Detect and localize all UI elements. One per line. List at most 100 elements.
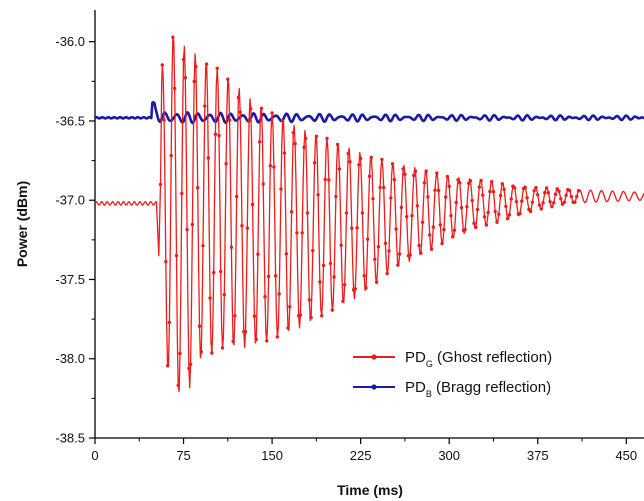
ghost-data-point — [266, 274, 271, 279]
ghost-data-point — [160, 63, 164, 67]
ghost-data-point — [394, 227, 398, 231]
ghost-data-point — [486, 210, 490, 215]
ghost-data-point — [268, 164, 272, 168]
ghost-data-point — [509, 197, 513, 201]
ghost-data-point — [289, 210, 294, 214]
ghost-data-point — [275, 335, 280, 339]
ghost-data-point — [362, 274, 366, 278]
ghost-data-point — [316, 193, 320, 197]
ghost-data-point — [518, 211, 522, 216]
legend-marker-bragg — [371, 384, 377, 390]
ghost-data-point — [190, 222, 195, 227]
ghost-data-point — [261, 182, 265, 186]
ghost-data-point — [192, 79, 196, 84]
ghost-data-point — [224, 162, 228, 166]
ghost-data-point — [238, 110, 242, 114]
ghost-data-point — [440, 241, 444, 246]
ghost-data-point — [328, 261, 333, 266]
ghost-data-point — [339, 243, 343, 247]
ghost-data-point — [293, 142, 297, 146]
ghost-data-point — [428, 233, 432, 237]
ghost-data-point — [459, 205, 464, 210]
ghost-data-point — [183, 76, 187, 80]
ghost-data-point — [169, 153, 173, 158]
ghost-data-point — [199, 350, 203, 354]
ghost-data-point — [164, 259, 168, 264]
ghost-data-point — [272, 165, 276, 169]
ghost-data-point — [334, 194, 338, 199]
ghost-data-point — [220, 346, 225, 350]
ghost-data-point — [273, 274, 278, 278]
ghost-data-point — [321, 263, 326, 268]
ghost-data-point — [397, 252, 402, 256]
ghost-data-point — [575, 194, 579, 199]
series-line-ghost — [95, 36, 644, 393]
ghost-data-point — [300, 231, 304, 235]
ghost-data-point — [348, 160, 352, 164]
ghost-data-point — [219, 269, 223, 274]
ghost-data-point — [389, 196, 393, 200]
ghost-data-point — [203, 104, 207, 108]
ghost-data-point — [210, 351, 214, 355]
ghost-data-point — [447, 184, 451, 188]
x-tick-label: 75 — [176, 448, 190, 463]
ghost-data-point — [405, 215, 409, 219]
ghost-data-point — [279, 187, 283, 191]
ghost-data-point — [196, 186, 200, 190]
ghost-data-point — [259, 106, 264, 111]
ghost-data-point — [523, 185, 527, 189]
ghost-data-point — [217, 133, 221, 138]
ghost-data-point — [188, 362, 193, 366]
ghost-data-point — [514, 200, 519, 204]
ghost-data-point — [482, 215, 487, 219]
ghost-data-point — [552, 201, 556, 205]
ghost-data-point — [325, 136, 329, 141]
ghost-data-point — [231, 339, 235, 344]
ghost-data-point — [288, 305, 292, 309]
y-tick-label: -38.5 — [55, 431, 85, 446]
ghost-data-point — [413, 169, 418, 173]
ghost-data-point — [357, 163, 361, 167]
ghost-data-point — [249, 107, 253, 111]
ghost-data-point — [309, 315, 313, 320]
ghost-data-point — [534, 185, 538, 190]
ghost-data-point — [433, 188, 437, 192]
ghost-data-point — [536, 193, 540, 197]
ghost-data-point — [302, 145, 306, 149]
ghost-data-point — [158, 182, 163, 187]
ghost-data-point — [463, 227, 467, 232]
ghost-data-point — [366, 237, 370, 241]
ghost-data-point — [530, 200, 535, 204]
ghost-data-point — [451, 235, 455, 239]
ghost-data-point — [502, 187, 506, 192]
ghost-data-point — [222, 292, 226, 297]
ghost-data-point — [256, 252, 260, 256]
ghost-data-point — [197, 324, 202, 328]
ghost-data-point — [373, 257, 377, 261]
ghost-data-point — [468, 179, 473, 183]
y-tick-label: -36.0 — [55, 34, 85, 49]
ghost-data-point — [444, 195, 448, 199]
ghost-data-point — [270, 111, 274, 115]
ghost-data-point — [185, 227, 189, 232]
series-layer — [95, 35, 644, 393]
ghost-data-point — [484, 223, 489, 227]
ghost-data-point — [445, 174, 450, 179]
ghost-data-point — [167, 320, 172, 325]
ghost-data-point — [178, 351, 182, 356]
ghost-data-point — [576, 189, 581, 193]
ghost-data-point — [564, 193, 568, 197]
ghost-data-point — [304, 136, 308, 140]
ghost-data-point — [438, 223, 442, 227]
ghost-data-point — [415, 204, 419, 208]
x-tick-label: 0 — [91, 448, 98, 463]
ghost-data-point — [369, 155, 373, 160]
ghost-data-point — [543, 191, 547, 195]
ghost-data-point — [458, 181, 462, 185]
ghost-data-point — [555, 187, 559, 191]
ghost-data-point — [387, 249, 391, 253]
ghost-data-point — [420, 220, 425, 224]
ghost-data-point — [236, 95, 241, 100]
ghost-data-point — [176, 383, 180, 388]
ghost-data-point — [282, 151, 287, 155]
